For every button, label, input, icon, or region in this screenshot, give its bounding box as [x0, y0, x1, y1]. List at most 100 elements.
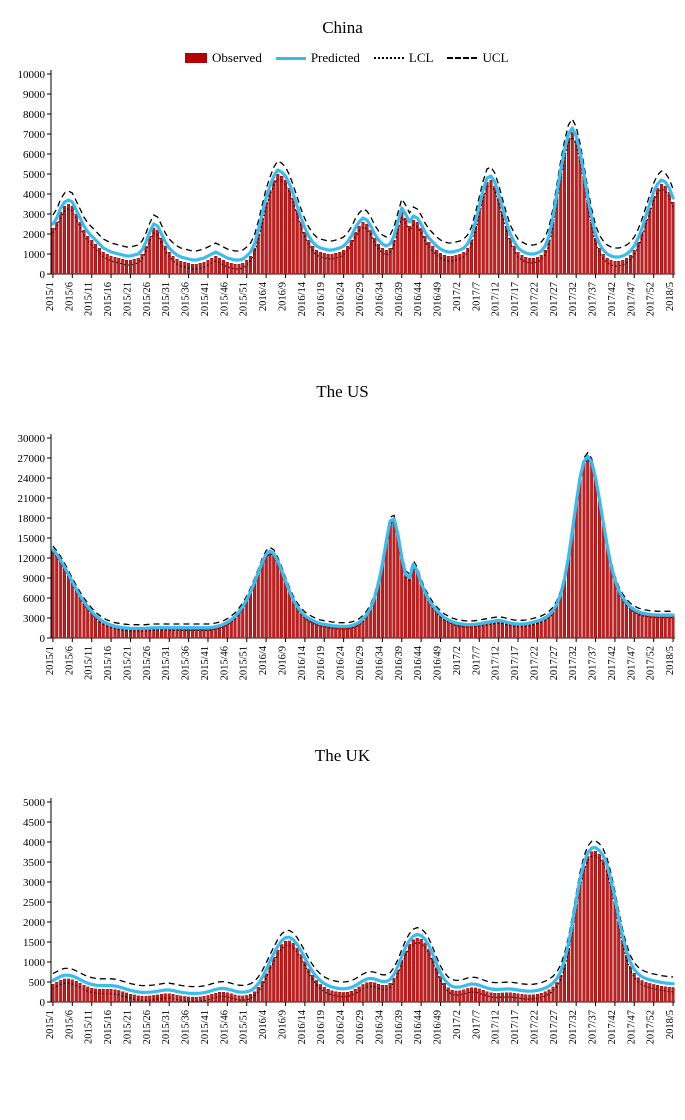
svg-text:2016/29: 2016/29 — [355, 646, 366, 680]
svg-text:2017/42: 2017/42 — [607, 1010, 618, 1044]
svg-text:2016/19: 2016/19 — [316, 282, 327, 316]
svg-text:2015/21: 2015/21 — [122, 646, 133, 680]
svg-text:1000: 1000 — [23, 957, 46, 969]
svg-text:2015/26: 2015/26 — [142, 282, 153, 316]
svg-text:9000: 9000 — [23, 573, 46, 585]
legend-predicted: Predicted — [276, 50, 360, 66]
svg-text:2016/34: 2016/34 — [374, 645, 385, 680]
svg-text:2016/49: 2016/49 — [433, 1010, 444, 1044]
svg-text:2017/27: 2017/27 — [549, 1010, 560, 1044]
svg-text:2017/2: 2017/2 — [452, 1010, 463, 1039]
chart-svg-2: 0500100015002000250030003500400045005000… — [5, 772, 685, 1070]
svg-text:10000: 10000 — [18, 69, 46, 81]
svg-text:2015/46: 2015/46 — [219, 1010, 230, 1044]
swatch-predicted — [276, 57, 306, 60]
svg-text:2016/9: 2016/9 — [277, 1010, 288, 1039]
svg-text:2016/34: 2016/34 — [374, 281, 385, 316]
svg-text:2016/44: 2016/44 — [413, 645, 424, 680]
svg-text:12000: 12000 — [18, 553, 46, 565]
svg-text:2015/31: 2015/31 — [161, 1010, 172, 1044]
svg-text:2017/12: 2017/12 — [491, 282, 502, 316]
svg-text:2016/39: 2016/39 — [394, 1010, 405, 1044]
svg-text:21000: 21000 — [18, 493, 46, 505]
svg-text:2017/12: 2017/12 — [491, 646, 502, 680]
svg-text:2017/2: 2017/2 — [452, 282, 463, 311]
chart-svg-0: 0100020003000400050006000700080009000100… — [5, 44, 685, 342]
chart-0: Observed Predicted LCL UCL 0 1000 2000 3000… — [5, 44, 680, 342]
svg-text:2017/32: 2017/32 — [568, 282, 579, 316]
svg-text:2016/9: 2016/9 — [277, 282, 288, 311]
svg-text:2015/16: 2015/16 — [103, 282, 114, 316]
svg-text:1500: 1500 — [23, 937, 46, 949]
chart-title-0: China — [5, 18, 680, 38]
svg-text:27000: 27000 — [18, 453, 46, 465]
svg-text:6000: 6000 — [23, 149, 46, 161]
svg-text:3000: 3000 — [23, 209, 46, 221]
svg-text:2017/17: 2017/17 — [510, 646, 521, 680]
svg-text:2017/37: 2017/37 — [588, 646, 599, 680]
svg-text:2016/44: 2016/44 — [413, 281, 424, 316]
svg-text:1000: 1000 — [23, 249, 46, 261]
svg-text:2016/24: 2016/24 — [336, 281, 347, 316]
svg-text:3000: 3000 — [23, 877, 46, 889]
svg-text:2015/11: 2015/11 — [84, 282, 95, 316]
chart-title-1: The US — [5, 382, 680, 402]
svg-text:2015/26: 2015/26 — [142, 1010, 153, 1044]
svg-text:2015/26: 2015/26 — [142, 646, 153, 680]
svg-text:2016/29: 2016/29 — [355, 282, 366, 316]
svg-text:2017/22: 2017/22 — [529, 1010, 540, 1044]
legend-observed-label: Observed — [212, 50, 262, 66]
svg-text:2015/16: 2015/16 — [103, 646, 114, 680]
svg-text:2017/47: 2017/47 — [626, 1010, 637, 1044]
svg-text:2017/27: 2017/27 — [549, 282, 560, 316]
svg-text:2016/39: 2016/39 — [394, 282, 405, 316]
svg-text:2016/19: 2016/19 — [316, 1010, 327, 1044]
svg-text:2015/6: 2015/6 — [64, 646, 75, 675]
legend: Observed Predicted LCL UCL — [185, 50, 508, 66]
svg-text:2018/5: 2018/5 — [665, 1010, 676, 1039]
chart-svg-1: 0300060009000120001500018000210002400027… — [5, 408, 685, 706]
svg-text:2017/12: 2017/12 — [491, 1010, 502, 1044]
svg-text:3500: 3500 — [23, 857, 46, 869]
svg-text:2016/24: 2016/24 — [336, 1009, 347, 1044]
svg-text:15000: 15000 — [18, 533, 46, 545]
legend-lcl: LCL — [374, 50, 434, 66]
svg-text:2015/6: 2015/6 — [64, 282, 75, 311]
svg-text:2000: 2000 — [23, 917, 46, 929]
svg-text:2016/49: 2016/49 — [433, 646, 444, 680]
svg-text:2017/52: 2017/52 — [646, 646, 657, 680]
svg-text:2015/46: 2015/46 — [219, 646, 230, 680]
svg-text:2016/4: 2016/4 — [258, 1009, 269, 1039]
svg-text:18000: 18000 — [18, 513, 46, 525]
svg-text:2016/34: 2016/34 — [374, 1009, 385, 1044]
svg-text:2017/22: 2017/22 — [529, 282, 540, 316]
svg-text:2015/1: 2015/1 — [45, 282, 56, 311]
svg-text:2015/36: 2015/36 — [181, 282, 192, 316]
svg-text:2016/9: 2016/9 — [277, 646, 288, 675]
svg-text:2017/27: 2017/27 — [549, 646, 560, 680]
svg-text:2500: 2500 — [23, 897, 46, 909]
svg-text:0: 0 — [40, 997, 46, 1009]
svg-text:500: 500 — [29, 977, 46, 989]
svg-text:2016/14: 2016/14 — [297, 281, 308, 316]
svg-text:3000: 3000 — [23, 613, 46, 625]
svg-text:2015/31: 2015/31 — [161, 282, 172, 316]
svg-text:2016/39: 2016/39 — [394, 646, 405, 680]
svg-text:2015/21: 2015/21 — [122, 1010, 133, 1044]
svg-text:0: 0 — [40, 269, 46, 281]
legend-predicted-label: Predicted — [311, 50, 360, 66]
svg-text:2015/41: 2015/41 — [200, 646, 211, 680]
svg-text:7000: 7000 — [23, 129, 46, 141]
svg-text:2017/37: 2017/37 — [588, 282, 599, 316]
svg-text:5000: 5000 — [23, 169, 46, 181]
svg-text:2016/29: 2016/29 — [355, 1010, 366, 1044]
svg-text:2015/51: 2015/51 — [239, 646, 250, 680]
svg-text:2017/42: 2017/42 — [607, 282, 618, 316]
svg-text:2017/47: 2017/47 — [626, 282, 637, 316]
svg-text:2015/1: 2015/1 — [45, 646, 56, 675]
svg-text:6000: 6000 — [23, 593, 46, 605]
svg-text:2000: 2000 — [23, 229, 46, 241]
svg-text:2017/32: 2017/32 — [568, 646, 579, 680]
svg-text:2015/31: 2015/31 — [161, 646, 172, 680]
svg-text:5000: 5000 — [23, 797, 46, 809]
